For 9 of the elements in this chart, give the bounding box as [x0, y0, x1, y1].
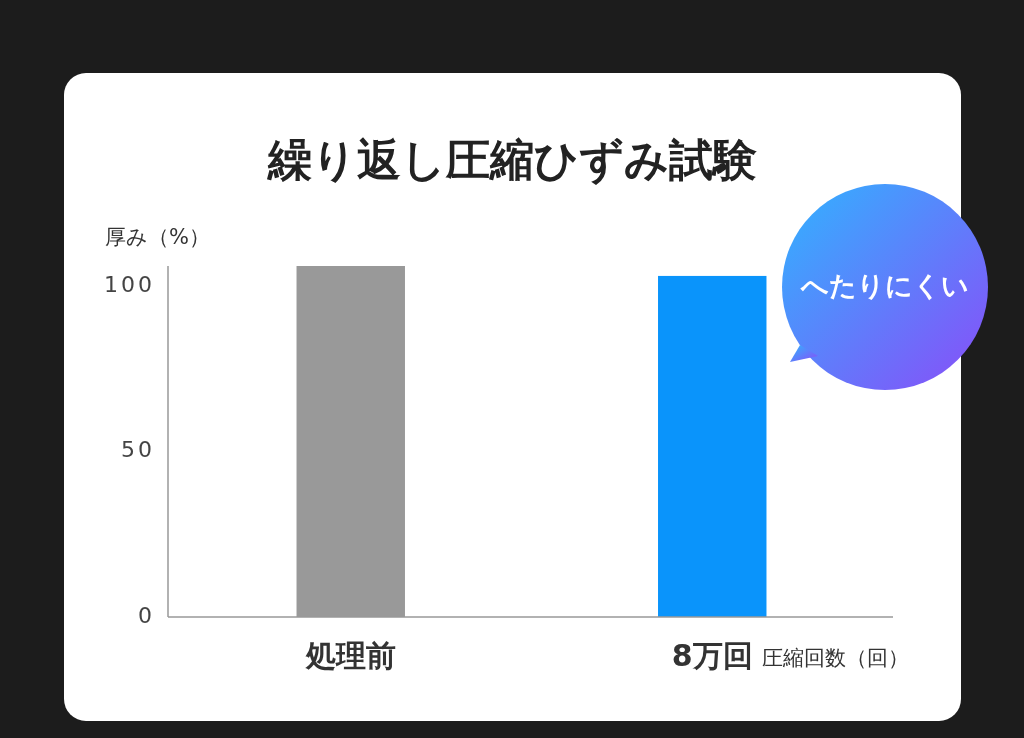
x-tick-label: 8万回: [671, 637, 753, 673]
annotation: へたりにくい: [800, 269, 969, 301]
y-tick-label: 0: [138, 603, 155, 628]
y-tick-label: 100: [104, 271, 155, 297]
y-axis-title: 厚み（%）: [105, 225, 210, 249]
x-axis-title: 圧縮回数（回）: [761, 646, 909, 670]
y-tick-label: 50: [121, 437, 155, 463]
x-tick-label: 処理前: [304, 637, 396, 673]
chart-title: 繰り返し圧縮ひずみ試験: [265, 134, 757, 185]
